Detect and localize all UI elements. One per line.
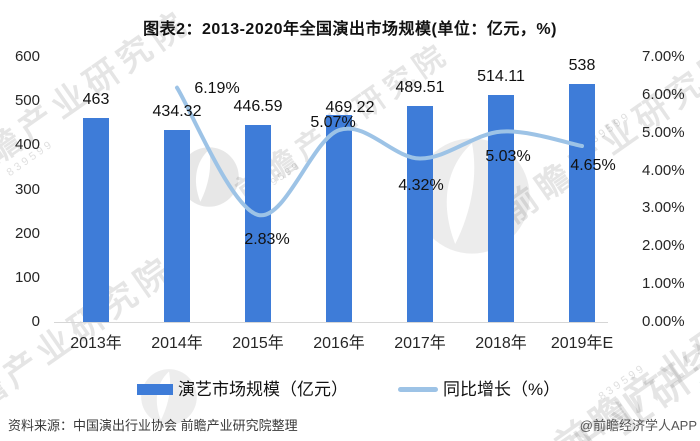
line-value-label: 4.32% xyxy=(398,177,444,195)
bar-value-label: 538 xyxy=(568,57,596,75)
bar-2017年 xyxy=(407,105,433,322)
x-axis-label: 2015年 xyxy=(232,335,284,352)
y-axis-left-tick: 300 xyxy=(14,180,40,198)
x-axis-label: 2019年E xyxy=(550,335,614,352)
y-axis-right-tick: 5.00% xyxy=(642,123,685,141)
watermark-stock-code: 839599 xyxy=(596,361,649,403)
y-axis-right-tick: 0.00% xyxy=(642,313,685,330)
y-axis-right-tick: 7.00% xyxy=(642,48,685,65)
line-value-label: 5.07% xyxy=(310,114,356,132)
x-axis-label: 2014年 xyxy=(151,335,203,352)
y-axis-left-tick: 0 xyxy=(31,313,40,330)
bar-2016年 xyxy=(326,114,352,322)
bar-2014年 xyxy=(164,130,190,322)
bar-2019年E xyxy=(569,84,595,322)
line-value-label: 5.03% xyxy=(485,147,531,165)
x-axis-label: 2018年 xyxy=(475,335,527,352)
y-axis-right-tick: 3.00% xyxy=(642,199,685,217)
bar-2015年 xyxy=(245,124,271,322)
legend-line-label: 同比增长（%） xyxy=(443,380,561,399)
source-note: 资料来源：中国演出行业协会 前瞻产业研究院整理 xyxy=(8,418,298,433)
y-axis-left-tick: 200 xyxy=(14,224,40,242)
legend-bar-label: 演艺市场规模（亿元） xyxy=(178,380,348,399)
y-axis-right-tick: 2.00% xyxy=(642,237,685,255)
bar-value-label: 446.59 xyxy=(233,97,283,115)
bar-2013年 xyxy=(83,117,109,322)
line-value-label: 2.83% xyxy=(244,230,290,248)
bar-value-label: 463 xyxy=(82,90,110,108)
bar-value-label: 514.11 xyxy=(477,67,525,85)
line-value-label: 6.19% xyxy=(194,79,240,97)
y-axis-right-tick: 6.00% xyxy=(642,85,685,103)
x-axis-label: 2017年 xyxy=(394,335,446,352)
y-axis-left-tick: 600 xyxy=(14,48,40,65)
x-axis-label: 2013年 xyxy=(70,335,122,352)
bar-value-label: 489.51 xyxy=(395,78,445,96)
brand-note: @前瞻经济学人APP xyxy=(579,418,697,433)
bar-2018年 xyxy=(488,94,514,322)
y-axis-left-tick: 400 xyxy=(14,136,40,154)
y-axis-right-tick: 1.00% xyxy=(642,275,685,293)
y-axis-right-tick: 4.00% xyxy=(642,161,685,179)
legend-bar-swatch xyxy=(137,384,173,395)
bar-value-label: 434.32 xyxy=(152,103,202,121)
y-axis-left-tick: 500 xyxy=(14,92,40,110)
x-axis-label: 2016年 xyxy=(313,335,365,352)
y-axis-left-tick: 100 xyxy=(14,268,40,286)
chart-title: 图表2：2013-2020年全国演出市场规模(单位：亿元，%) xyxy=(143,21,557,38)
legend-line-swatch xyxy=(398,387,438,392)
line-value-label: 4.65% xyxy=(570,156,616,174)
x-axis-line xyxy=(54,322,608,323)
